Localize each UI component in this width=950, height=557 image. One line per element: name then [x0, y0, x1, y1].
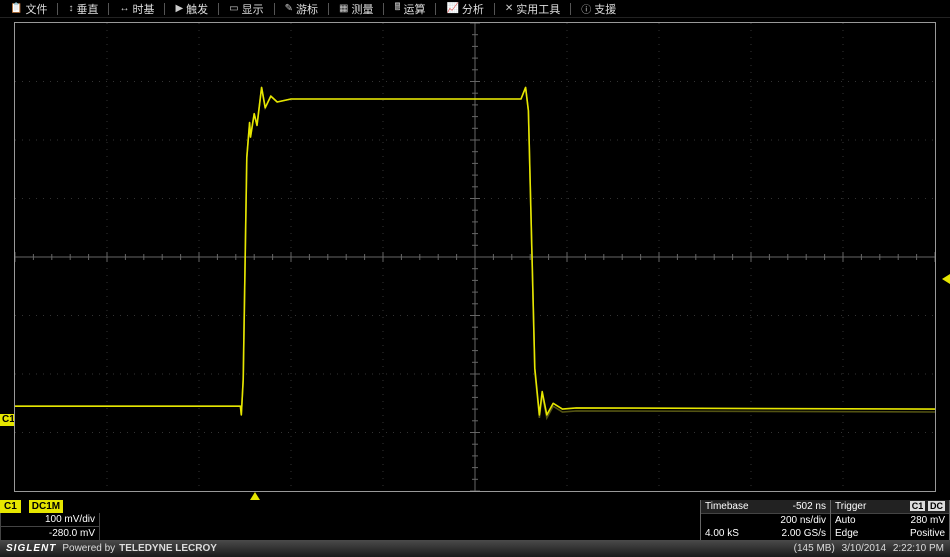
info-bar: C1 DC1M 100 mV/div -280.0 mV Timebase -5…	[0, 500, 950, 540]
channel-offset: -280.0 mV	[0, 527, 100, 541]
menu-item-6[interactable]: ▦测量	[333, 1, 379, 17]
menu-icon: 🖩	[394, 0, 400, 17]
channel-coupling-badge: DC1M	[29, 500, 63, 513]
menu-icon: ▶	[175, 3, 183, 14]
menu-separator	[494, 3, 495, 15]
trigger-time-marker-icon[interactable]	[250, 492, 260, 500]
menu-icon: ▦	[339, 3, 348, 14]
menu-label: 触发	[186, 1, 208, 17]
menu-item-7[interactable]: 🖩运算	[388, 0, 431, 17]
menu-label: 支援	[594, 1, 616, 17]
menu-separator	[435, 3, 436, 15]
trigger-level: 280 mV	[911, 514, 945, 527]
menu-item-8[interactable]: 📈 分析	[440, 1, 489, 17]
time-label: 2:22:10 PM	[893, 543, 944, 554]
scope-display[interactable]	[14, 22, 936, 492]
menu-separator	[218, 3, 219, 15]
menu-separator	[383, 3, 384, 15]
menu-icon: ✎	[285, 3, 293, 14]
brand-logo: SIGLENT	[6, 543, 56, 554]
menu-item-1[interactable]: ↕垂直	[62, 1, 104, 17]
menu-label: 游标	[296, 1, 318, 17]
menu-icon: ✕	[505, 3, 513, 14]
trigger-source-badge: C1	[910, 501, 926, 511]
menu-label: 时基	[132, 1, 154, 17]
timebase-title: Timebase	[705, 500, 749, 513]
menu-label: 实用工具	[516, 1, 560, 17]
timebase-box[interactable]: Timebase -502 ns 200 ns/div 4.00 kS 2.00…	[700, 500, 830, 540]
menu-icon: ↔	[119, 3, 129, 14]
menu-label: 分析	[462, 1, 484, 17]
powered-by-label: Powered by	[62, 543, 115, 554]
menu-label: 文件	[25, 1, 47, 17]
trigger-mode: Auto	[835, 514, 856, 527]
menu-item-9[interactable]: ✕实用工具	[499, 1, 566, 17]
trigger-box[interactable]: Trigger C1 DC Auto 280 mV Edge Positive	[830, 500, 950, 540]
vendor-label: TELEDYNE LECROY	[119, 543, 217, 554]
timebase-rate: 2.00 GS/s	[782, 527, 826, 540]
menu-separator	[164, 3, 165, 15]
trigger-slope: Positive	[910, 527, 945, 540]
timebase-samples: 4.00 kS	[705, 527, 739, 540]
date-label: 3/10/2014	[842, 543, 887, 554]
menu-icon: 📈	[446, 3, 458, 14]
timebase-delay: -502 ns	[793, 500, 826, 513]
menu-item-10[interactable]: ⓘ支援	[575, 1, 622, 17]
menu-item-0[interactable]: 📋文件	[4, 1, 53, 17]
channel-info-box[interactable]: C1 DC1M 100 mV/div -280.0 mV	[0, 500, 100, 540]
status-bar: SIGLENT Powered by TELEDYNE LECROY (145 …	[0, 540, 950, 557]
menu-label: 测量	[351, 1, 373, 17]
menu-label: 显示	[242, 1, 264, 17]
menu-item-5[interactable]: ✎游标	[279, 1, 324, 17]
menu-separator	[328, 3, 329, 15]
menu-separator	[274, 3, 275, 15]
timebase-scale: 200 ns/div	[780, 514, 826, 527]
trigger-coupling-badge: DC	[928, 501, 945, 511]
menu-icon: ⓘ	[581, 1, 591, 16]
menu-item-4[interactable]: ▭ 显示	[223, 1, 269, 17]
menu-item-3[interactable]: ▶触发	[169, 1, 214, 17]
menu-bar: 📋文件 ↕垂直 ↔时基 ▶触发 ▭ 显示 ✎游标 ▦测量 🖩运算 📈 分析 ✕实用工具 ⓘ支援	[0, 0, 950, 18]
trigger-title: Trigger	[835, 500, 866, 513]
trigger-type: Edge	[835, 527, 858, 540]
menu-separator	[108, 3, 109, 15]
trigger-level-marker-icon[interactable]	[942, 274, 950, 284]
menu-icon: 📋	[10, 3, 22, 14]
menu-separator	[570, 3, 571, 15]
memory-label: (145 MB)	[794, 543, 835, 554]
scope-area: C1	[0, 18, 950, 500]
menu-icon: ▭	[229, 3, 238, 14]
menu-label: 运算	[403, 1, 425, 17]
channel-badge: C1	[0, 500, 21, 513]
channel-scale: 100 mV/div	[0, 513, 100, 527]
menu-item-2[interactable]: ↔时基	[113, 1, 160, 17]
menu-label: 垂直	[76, 1, 98, 17]
menu-icon: ↕	[68, 3, 73, 14]
menu-separator	[57, 3, 58, 15]
